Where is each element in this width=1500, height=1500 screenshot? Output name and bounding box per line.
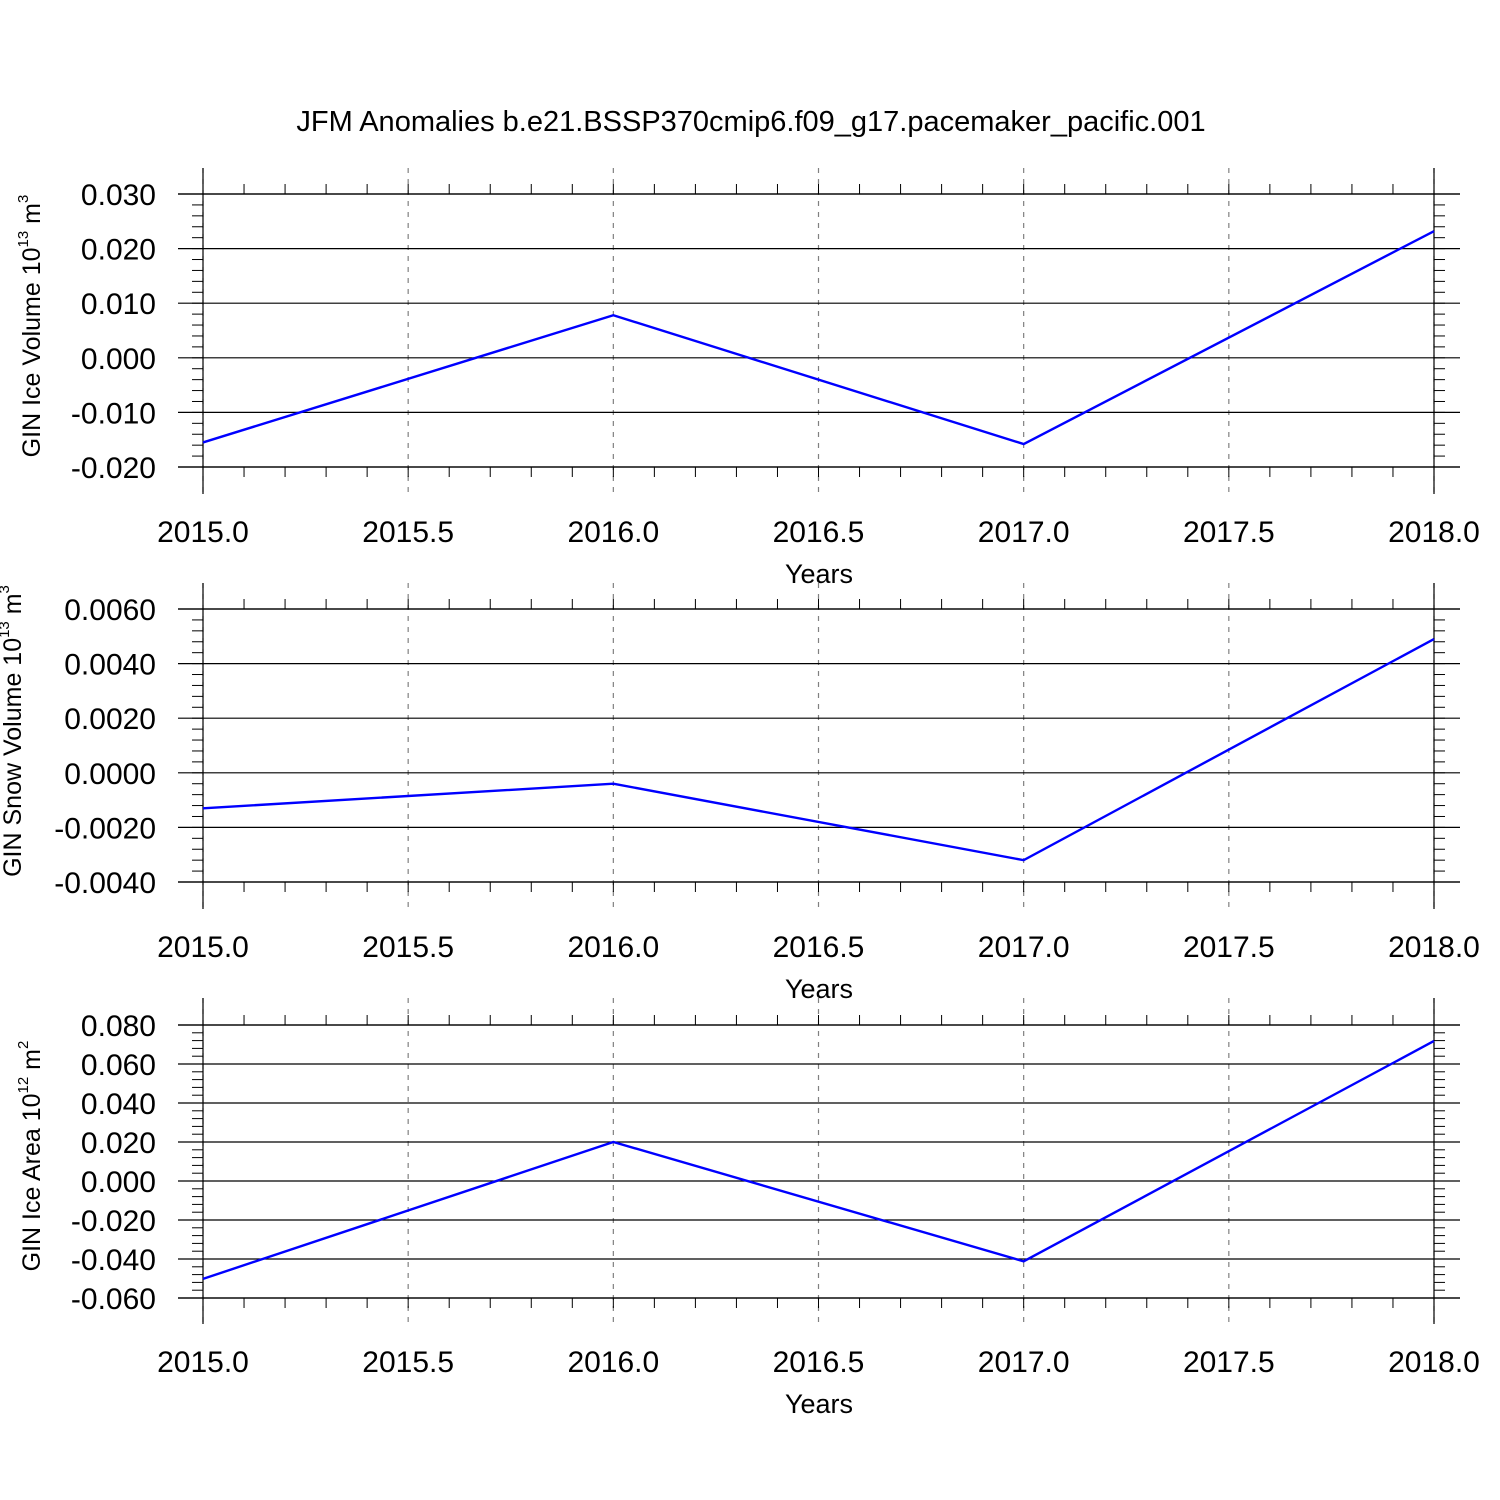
x-tick-label: 2018.0 — [1388, 1346, 1480, 1379]
x-tick-label: 2016.0 — [567, 516, 659, 549]
y-tick-label: 0.020 — [81, 234, 156, 267]
x-tick-label: 2016.5 — [773, 1346, 865, 1379]
x-minor-ticks — [202, 599, 1435, 892]
x-tick-label: 2017.0 — [978, 516, 1070, 549]
x-tick-label: 2016.0 — [567, 1346, 659, 1379]
x-tick-label: 2015.5 — [362, 931, 454, 964]
y-tick-label: -0.020 — [71, 452, 156, 485]
y-tick-label: 0.080 — [81, 1010, 156, 1043]
y-axis-label: GIN Ice Volume 1013 m3 — [15, 195, 46, 458]
x-tick-label: 2016.0 — [567, 931, 659, 964]
y-tick-label: -0.020 — [71, 1205, 156, 1238]
x-tick-label: 2018.0 — [1388, 516, 1480, 549]
series-line — [202, 230, 1435, 446]
x-tick-label: 2017.5 — [1183, 1346, 1275, 1379]
x-axis-label: Years — [785, 1389, 853, 1419]
x-tick-label: 2015.0 — [157, 516, 249, 549]
y-tick-label: -0.060 — [71, 1283, 156, 1316]
figure-title: JFM Anomalies b.e21.BSSP370cmip6.f09_g17… — [296, 106, 1205, 138]
x-tick-label: 2017.5 — [1183, 931, 1275, 964]
y-tick-label: -0.010 — [71, 397, 156, 430]
x-tick-label: 2017.0 — [978, 931, 1070, 964]
series-line — [202, 1039, 1435, 1281]
x-tick-label: 2018.0 — [1388, 931, 1480, 964]
x-tick-label: 2017.0 — [978, 1346, 1070, 1379]
y-tick-label: -0.040 — [71, 1244, 156, 1277]
y-tick-label: -0.0020 — [54, 812, 156, 845]
y-tick-label: 0.000 — [81, 343, 156, 376]
series-line — [202, 637, 1435, 862]
chart-panel-2: -0.0040 -0.0020 0.0000 0.0020 0.0040 0.0060 20… — [0, 583, 1480, 1004]
chart-panel-1: -0.020 -0.010 0.000 0.010 0.020 0.030 2015.0 20… — [15, 168, 1480, 589]
x-tick-label: 2016.5 — [773, 516, 865, 549]
x-tick-label: 2015.5 — [362, 1346, 454, 1379]
x-tick-label: 2015.0 — [157, 1346, 249, 1379]
y-tick-label: 0.060 — [81, 1049, 156, 1082]
y-tick-label: 0.0040 — [64, 649, 156, 682]
x-minor-ticks — [202, 184, 1435, 477]
y-tick-label: 0.030 — [81, 179, 156, 212]
y-tick-label: 0.040 — [81, 1088, 156, 1121]
x-tick-label: 2015.0 — [157, 931, 249, 964]
y-tick-label: -0.0040 — [54, 867, 156, 900]
y-tick-label: 0.0060 — [64, 594, 156, 627]
chart-panel-3: -0.060 -0.040 -0.020 0.000 0.020 0.040 0.060 0.… — [15, 998, 1480, 1419]
panels: -0.020 -0.010 0.000 0.010 0.020 0.030 2015.0 20… — [0, 168, 1480, 1419]
x-tick-label: 2016.5 — [773, 931, 865, 964]
y-tick-label: 0.0020 — [64, 703, 156, 736]
x-minor-ticks — [202, 1015, 1435, 1308]
y-axis-label: GIN Snow Volume 1013 m3 — [0, 585, 27, 877]
x-tick-label: 2015.5 — [362, 516, 454, 549]
x-tick-label: 2017.5 — [1183, 516, 1275, 549]
y-tick-label: 0.0000 — [64, 758, 156, 791]
y-tick-label: 0.000 — [81, 1166, 156, 1199]
y-tick-label: 0.020 — [81, 1127, 156, 1160]
y-tick-label: 0.010 — [81, 288, 156, 321]
y-axis-label: GIN Ice Area 1012 m2 — [15, 1041, 46, 1272]
